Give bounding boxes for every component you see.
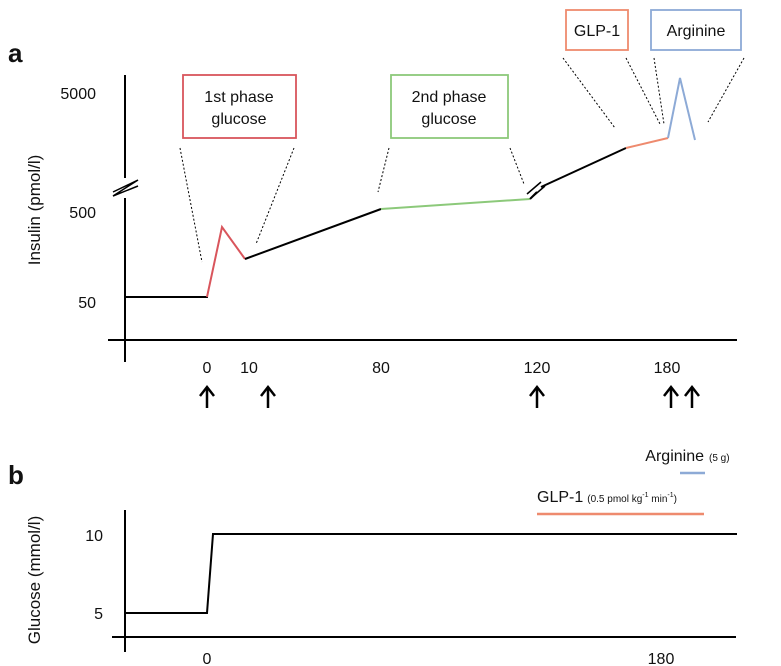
early-second-phase-line [244, 208, 382, 260]
panel-a-ytick-500: 500 [69, 205, 96, 222]
glucose-clamp-line [125, 533, 737, 614]
glp1-dose-exp2: -1 [667, 492, 673, 499]
panel-b-xtick-180: 180 [648, 651, 675, 666]
second-phase-box-line1: 2nd phase [412, 89, 487, 106]
late-second-phase-line [540, 147, 627, 188]
second-phase-box-line2: glucose [421, 111, 476, 128]
arginine-infusion-label: Arginine [645, 448, 704, 465]
sampling-arrow-0 [199, 384, 215, 408]
panel-b-ytick-10: 10 [85, 528, 103, 545]
panel-a-xtick-0: 0 [203, 360, 212, 377]
arginine-box-label: Arginine [667, 23, 726, 40]
panel-a-ytick-5000: 5000 [60, 86, 96, 103]
first-phase-box-line2: glucose [211, 111, 266, 128]
arginine-box [650, 9, 742, 51]
panel-b-xtick-0: 0 [203, 651, 212, 666]
sampling-arrow-120 [529, 384, 545, 408]
panel-a-ytick-50: 50 [78, 295, 96, 312]
glp1-box-label: GLP-1 [574, 23, 620, 40]
arginine-insulin-line [667, 77, 696, 141]
first-phase-callout-left [179, 147, 203, 263]
glp1-infusion-label: GLP-1 (0.5 pmol kg-1 min-1) [537, 489, 677, 506]
arginine-callout-right [707, 57, 745, 123]
panel-a-xtick-120: 120 [524, 360, 551, 377]
first-phase-insulin-line [206, 224, 246, 298]
arginine-infusion-dose: (5 g) [709, 453, 730, 464]
panel-a-xtick-180: 180 [654, 360, 681, 377]
panel-a-label: a [8, 38, 23, 68]
sampling-arrow-185 [684, 384, 700, 408]
panel-b-label: b [8, 460, 24, 490]
glp1-dose-suffix: ) [674, 494, 677, 505]
panel-b-ytick-5: 5 [94, 606, 103, 623]
panel-a-axis-break [112, 179, 139, 197]
second-phase-callout-left [377, 147, 390, 193]
arginine-callout-left [653, 57, 665, 125]
glp1-insulin-line [625, 137, 669, 149]
glp1-infusion-name: GLP-1 [537, 489, 583, 506]
first-phase-box-line1: 1st phase [204, 89, 273, 106]
first-phase-box [182, 74, 297, 139]
line-break-mark-2 [530, 185, 546, 199]
panel-a-xtick-10: 10 [240, 360, 258, 377]
glp1-box [565, 9, 629, 51]
second-phase-box [390, 74, 509, 139]
sampling-arrow-180 [663, 384, 679, 408]
panel-a-xtick-80: 80 [372, 360, 390, 377]
glp1-callout-left [562, 57, 616, 129]
panel-b-ylabel: Glucose (mmol/l) [25, 516, 44, 644]
sampling-arrow-12 [260, 384, 276, 408]
line-break-mark-1 [526, 181, 542, 195]
panel-a-ylabel: Insulin (pmol/l) [25, 155, 44, 266]
glp1-dose-mid: min [649, 494, 668, 505]
glp1-dose-exp1: -1 [642, 492, 648, 499]
second-phase-insulin-line [380, 198, 531, 210]
second-phase-callout-right [509, 147, 525, 185]
first-phase-callout-right [255, 147, 295, 245]
glp1-dose-prefix: (0.5 pmol kg [587, 494, 642, 505]
glp1-callout-right [625, 57, 661, 125]
arginine-infusion-name: Arginine [645, 448, 704, 465]
